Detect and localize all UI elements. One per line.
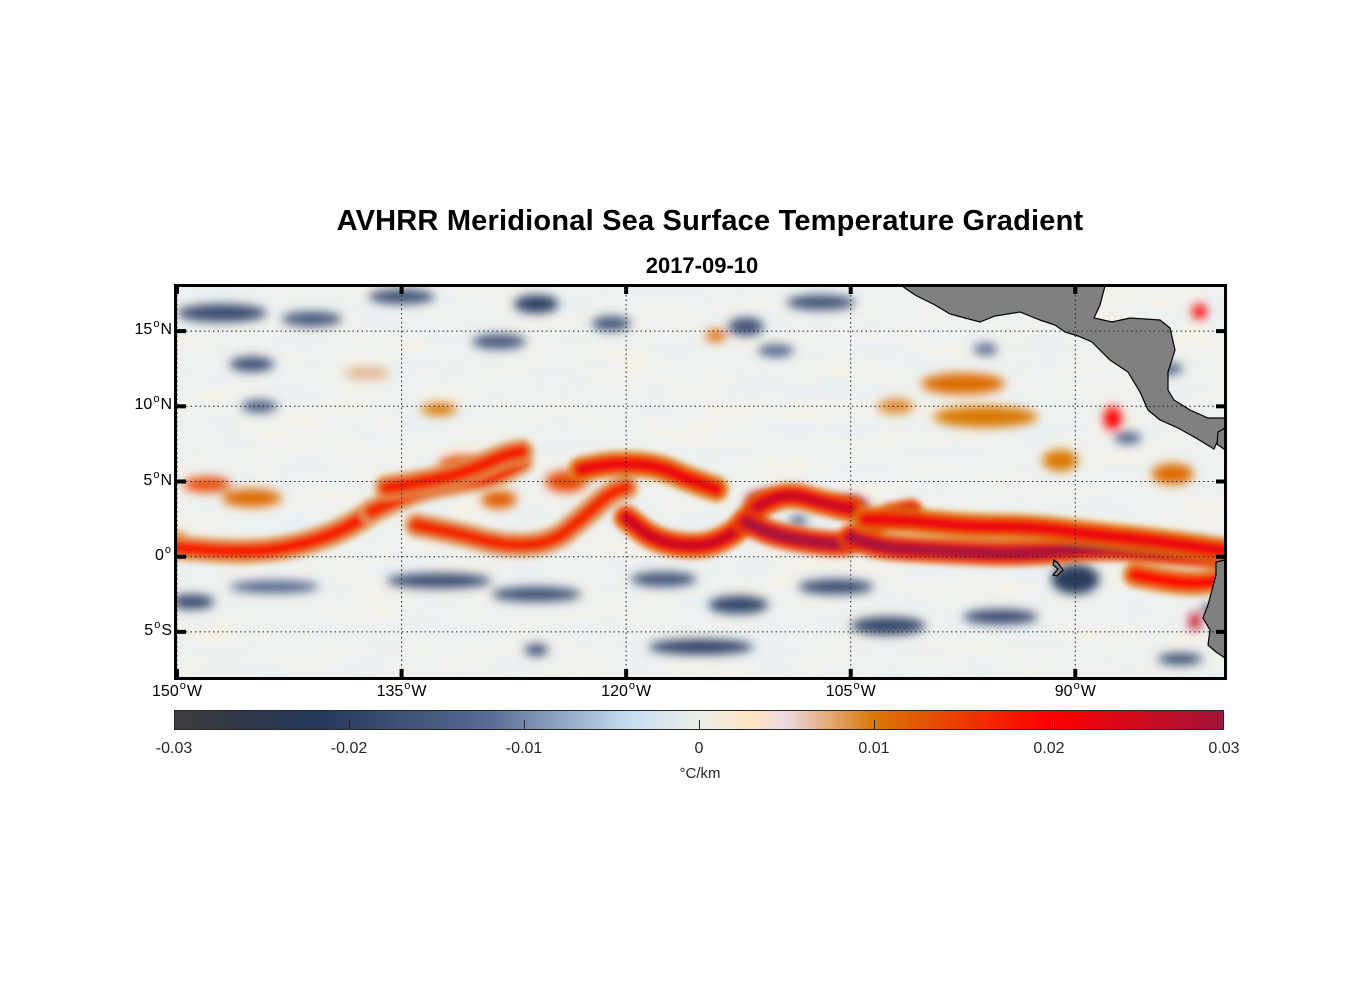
cool-gradient-patch: [1157, 652, 1203, 665]
cool-gradient-patch: [798, 579, 874, 595]
y-tick-label: 15oN: [134, 318, 172, 339]
warm-gradient-patch: [480, 490, 517, 509]
x-tick-label: 120oW: [601, 680, 652, 700]
cool-gradient-patch: [471, 334, 526, 350]
colorbar-tick-label: -0.02: [330, 740, 368, 757]
cool-gradient-patch: [229, 580, 320, 593]
cool-gradient-patch: [177, 304, 267, 323]
y-tick-label: 10oN: [134, 393, 172, 414]
cool-gradient-patch: [368, 289, 435, 305]
cool-gradient-patch: [963, 609, 1038, 625]
warm-gradient-patch: [221, 489, 282, 508]
warm-gradient-patch: [933, 406, 1038, 428]
warm-gradient-patch: [1151, 463, 1194, 485]
warm-gradient-patch: [705, 329, 727, 342]
cool-gradient-patch: [727, 317, 764, 336]
cool-gradient-patch: [786, 295, 856, 311]
cool-gradient-patch: [789, 516, 808, 526]
field-blobs: [176, 289, 1220, 665]
degree-symbol: o: [853, 680, 860, 692]
front-core: [412, 483, 631, 550]
warm-gradient-patch: [344, 367, 390, 380]
chart-title: AVHRR Meridional Sea Surface Temperature…: [336, 205, 1084, 237]
front-core: [382, 446, 526, 493]
colorbar-tick: [348, 720, 350, 730]
degree-symbol: o: [179, 680, 186, 692]
degree-symbol: o: [1073, 680, 1080, 692]
cool-gradient-patch: [491, 586, 582, 602]
front-core: [576, 459, 721, 494]
x-tick-label: 150oW: [152, 680, 202, 700]
cool-gradient-patch: [850, 616, 926, 635]
colorbar-tick-label: 0: [694, 740, 704, 757]
x-tick-label: 90oW: [1054, 680, 1096, 700]
colorbar-tick: [1048, 720, 1050, 730]
chart-subtitle: 2017-09-10: [645, 253, 759, 278]
x-tick-label: 105oW: [825, 680, 876, 700]
warm-gradient-patch: [1192, 304, 1208, 320]
y-tick-label: 5oS: [144, 618, 172, 639]
colorbar-tick: [523, 720, 525, 730]
x-tick-label: 135oW: [376, 680, 427, 700]
warm-gradient-patch: [1189, 612, 1202, 631]
degree-symbol: o: [628, 680, 635, 692]
land-galapagos: [1051, 558, 1064, 577]
cool-gradient-patch: [591, 316, 631, 332]
cool-gradient-patch: [757, 344, 794, 357]
colorbar-tick-label: 0.02: [1033, 740, 1065, 757]
warm-gradient-patch: [1042, 449, 1079, 471]
colorbar-tick: [873, 720, 875, 730]
warm-gradient-patch: [877, 398, 914, 414]
degree-symbol: o: [404, 680, 411, 692]
cool-gradient-patch: [973, 343, 998, 356]
cool-gradient-patch: [386, 573, 492, 589]
cool-gradient-patch: [524, 643, 549, 656]
colorbar-tick-label: 0.01: [858, 740, 890, 757]
y-tick-label: 5oN: [143, 468, 172, 489]
axis-ticks: [175, 286, 1226, 677]
warm-gradient-patch: [182, 476, 231, 493]
warm-gradient-patch: [1103, 406, 1122, 431]
cool-gradient-patch: [281, 311, 342, 327]
front-core: [176, 507, 377, 556]
field-fronts: [176, 438, 1225, 597]
degree-symbol: o: [153, 393, 160, 406]
cool-gradient-patch: [708, 595, 769, 614]
cool-gradient-patch: [648, 639, 754, 655]
degree-symbol: o: [154, 618, 161, 631]
cool-gradient-patch: [176, 594, 215, 610]
colorbar-tick-label: 0.03: [1208, 740, 1240, 757]
colorbar-unit-label: °C/km: [679, 765, 721, 782]
colorbar-tick-label: -0.01: [505, 740, 543, 757]
degree-symbol: o: [153, 468, 160, 481]
land-central-america: [900, 286, 1225, 450]
graticule: [176, 286, 1225, 677]
cool-gradient-patch: [1114, 431, 1142, 444]
cool-gradient-patch: [513, 295, 559, 314]
warm-gradient-patch: [921, 373, 1005, 395]
front-core: [861, 514, 1225, 556]
front-core: [1130, 570, 1223, 588]
land-yucatan-edge: [1216, 427, 1225, 451]
cool-gradient-patch: [630, 571, 697, 587]
cool-gradient-patch: [229, 356, 275, 372]
colorbar-tick: [698, 720, 700, 730]
warm-gradient-patch: [421, 403, 457, 416]
degree-symbol: o: [164, 543, 171, 556]
colorbar-tick-label: -0.03: [155, 740, 193, 757]
y-tick-label: 0o: [154, 543, 171, 564]
degree-symbol: o: [153, 318, 160, 331]
